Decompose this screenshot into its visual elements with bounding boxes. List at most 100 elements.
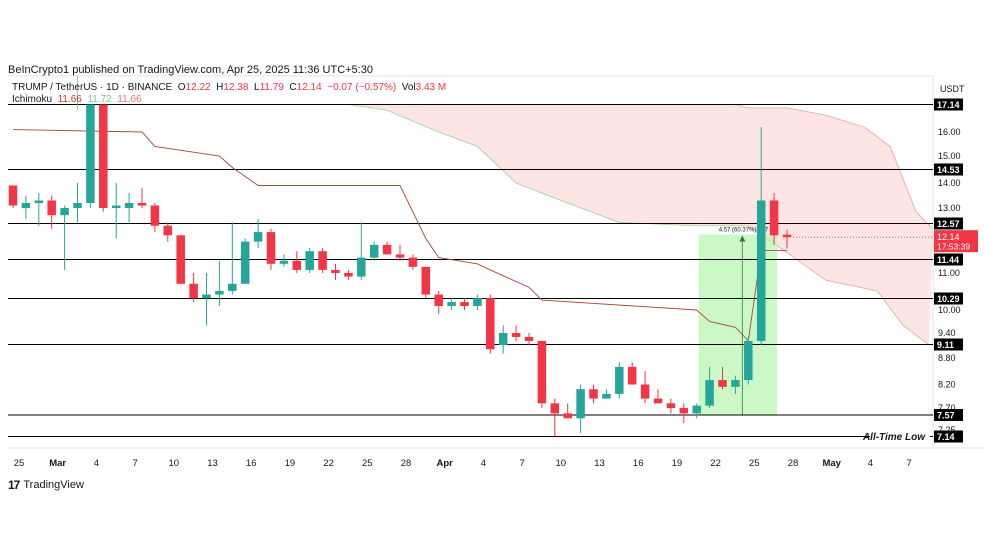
- candle-body: [176, 235, 185, 284]
- candle-body: [563, 413, 572, 419]
- price-tick-label: 13.00: [938, 203, 961, 213]
- chart-legend: TRUMP / TetherUS · 1D · BINANCE O12.22 H…: [12, 82, 446, 106]
- candle: [47, 195, 56, 229]
- time-tick-label: 7: [132, 458, 137, 469]
- time-tick-label: Apr: [437, 458, 454, 469]
- candle-body: [782, 234, 792, 238]
- ichimoku-span-a-line: [400, 104, 934, 230]
- price-level-badge-label: 12.57: [937, 219, 960, 229]
- candle: [240, 238, 250, 284]
- legend-ichimoku-value-2: 11.72: [87, 94, 112, 105]
- currency-label[interactable]: USDT: [940, 84, 965, 94]
- legend-close-label: C: [289, 82, 297, 93]
- candle: [473, 294, 482, 310]
- measure-arrow-head: [739, 235, 746, 242]
- legend-symbol-row: TRUMP / TetherUS · 1D · BINANCE O12.22 H…: [12, 82, 446, 94]
- legend-ichimoku-label[interactable]: Ichimoku: [12, 94, 53, 105]
- measure-label: 4.57 (60.37%) 457: [719, 228, 769, 234]
- candle: [60, 205, 69, 270]
- indicator-lines-layer: [12, 76, 933, 342]
- legend-ichimoku-value-1: 11.66: [57, 94, 82, 105]
- candle: [576, 384, 585, 433]
- candle: [176, 235, 185, 284]
- time-tick-label: 22: [323, 458, 334, 469]
- time-tick-label: 13: [207, 458, 218, 469]
- tradingview-footer[interactable]: 17 TradingView: [8, 478, 84, 492]
- price-axis[interactable]: 16.00 15.00 14.00 13.00 11.00 10.00 9.40 8.80 8.…: [934, 98, 978, 443]
- time-tick-label: 13: [594, 458, 605, 469]
- candle-body: [705, 380, 714, 406]
- price-level-badge: [934, 430, 963, 443]
- candle-body: [486, 298, 495, 350]
- candle-body: [615, 366, 624, 394]
- candle-body: [679, 408, 689, 414]
- price-level-badge-label: 14.53: [937, 165, 960, 175]
- time-tick-label: 28: [401, 458, 412, 469]
- candle-body: [150, 205, 160, 226]
- legend-symbol[interactable]: TRUMP / TetherUS · 1D · BINANCE: [12, 82, 173, 93]
- candle: [653, 389, 663, 404]
- candle: [292, 251, 302, 273]
- price-tick-label: 15.00: [938, 151, 961, 161]
- candle-body: [395, 254, 405, 258]
- legend-open-value: 12.22: [185, 82, 211, 93]
- candle-body: [202, 294, 211, 299]
- candle: [202, 273, 211, 326]
- candle-body: [47, 200, 56, 216]
- candle-body: [215, 290, 224, 295]
- time-tick-label: 25: [749, 458, 760, 469]
- time-tick-label: 28: [788, 458, 799, 469]
- candle: [318, 248, 327, 273]
- time-tick-label: 16: [246, 458, 257, 469]
- candle-body: [240, 241, 250, 284]
- price-level-badge: [934, 217, 963, 230]
- candle: [679, 403, 689, 423]
- price-tick-label: 7.70: [938, 403, 956, 413]
- candle: [305, 248, 314, 273]
- candle-body: [460, 302, 469, 307]
- legend-high-value: 12.38: [223, 82, 249, 93]
- candle: [395, 244, 405, 261]
- candle-body: [344, 273, 353, 277]
- candle: [563, 403, 572, 419]
- candle-body: [744, 340, 753, 381]
- legend-volume-label: Vol: [401, 82, 416, 93]
- candle-body: [666, 403, 676, 408]
- candle: [447, 298, 456, 310]
- candle-body: [253, 232, 263, 242]
- candle-body: [537, 340, 547, 404]
- countdown-label: 17:53:39: [937, 242, 970, 252]
- candle-body: [99, 104, 108, 208]
- time-axis[interactable]: 25 Mar 4 7 10 13 16 19 22 25 28 Apr 4 7 10 13 16 19 22 25 28…: [14, 458, 912, 469]
- time-tick-label: 4: [868, 458, 873, 469]
- candle: [486, 294, 495, 354]
- candle-body: [589, 389, 598, 399]
- candle: [266, 228, 276, 270]
- tradingview-brand: TradingView: [23, 479, 84, 491]
- time-tick-label: 25: [14, 458, 25, 469]
- candle-body: [279, 260, 289, 264]
- candle: [150, 203, 160, 233]
- candle-body: [305, 251, 314, 270]
- publisher-line: BeInCrypto1 published on TradingView.com…: [8, 64, 373, 76]
- candle-body: [163, 225, 173, 236]
- candle: [21, 195, 31, 219]
- candle-body: [331, 269, 340, 273]
- candle-body: [640, 384, 650, 399]
- ichimoku-base-line: [12, 129, 787, 342]
- candle: [382, 241, 392, 255]
- legend-close-value: 12.14: [296, 82, 322, 93]
- candle-body: [718, 380, 727, 387]
- candle-body: [21, 203, 31, 208]
- candle: [511, 325, 521, 341]
- legend-volume-value: 3.43 M: [415, 82, 447, 93]
- candle: [189, 273, 198, 303]
- candle: [369, 241, 379, 261]
- candle-body: [447, 302, 456, 307]
- candle-body: [34, 200, 44, 203]
- time-tick-label: 4: [94, 458, 99, 469]
- candle-body: [60, 208, 69, 216]
- time-tick-label: Mar: [49, 458, 66, 469]
- price-level-badge: [934, 163, 963, 176]
